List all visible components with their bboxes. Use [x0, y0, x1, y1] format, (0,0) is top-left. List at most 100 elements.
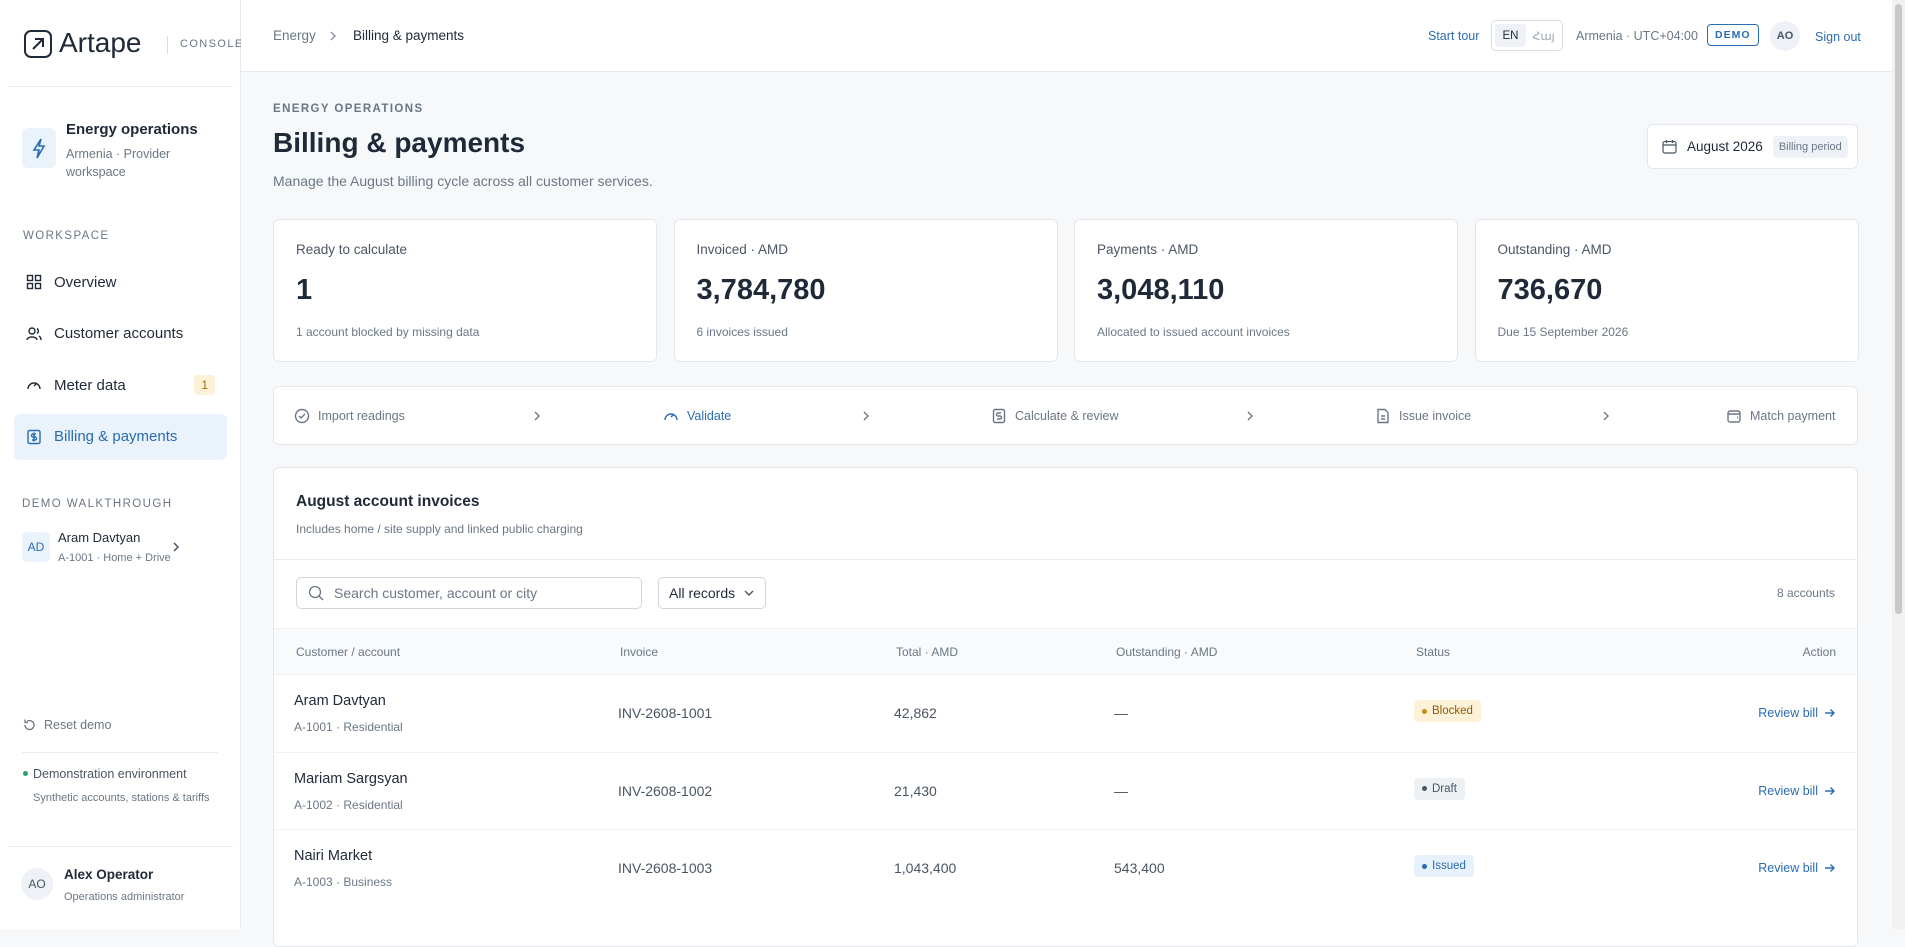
- column-header: Total · AMD: [896, 645, 959, 659]
- workflow-steps: Import readings Validate Calculate & revie…: [273, 386, 1858, 445]
- reset-icon: [24, 719, 35, 731]
- review-action[interactable]: Review bill: [1758, 861, 1836, 875]
- kpi-value: 3,048,110: [1097, 274, 1225, 306]
- nav-label: Overview: [54, 273, 117, 291]
- workflow-step[interactable]: Calculate & review: [991, 387, 1119, 444]
- scrollbar[interactable]: [1892, 0, 1905, 929]
- step-label: Issue invoice: [1399, 408, 1472, 423]
- divider: [8, 846, 233, 847]
- sign-out[interactable]: Sign out: [1815, 30, 1861, 44]
- period-label: August 2026: [1687, 139, 1763, 154]
- invoice-number: INV-2608-1001: [618, 705, 713, 721]
- invoice-total: 42,862: [894, 705, 937, 721]
- step-label: Match payment: [1750, 408, 1836, 423]
- customer-name: Mariam Sargsyan: [294, 770, 408, 787]
- status-label: Issued: [1432, 860, 1466, 872]
- chevron: [330, 31, 336, 41]
- divider: [8, 86, 233, 87]
- icon: [1377, 408, 1389, 423]
- table-row: Mariam Sargsyan A-1002 · Residential INV-2…: [274, 751, 1857, 829]
- workflow-step[interactable]: Issue invoice: [1375, 387, 1471, 444]
- filter-select[interactable]: All records: [658, 577, 767, 609]
- arrow-icon: [1824, 862, 1836, 874]
- icon: [664, 412, 678, 420]
- step-label: Import readings: [318, 408, 405, 423]
- page-subtitle: Manage the August billing cycle across a…: [273, 173, 653, 189]
- kpi-value: 3,784,780: [696, 274, 826, 306]
- logo-icon: [24, 30, 52, 58]
- chevron[interactable]: [170, 540, 182, 554]
- action-label: Review bill: [1758, 783, 1818, 798]
- table-row: Nairi Market A-1003 · Business INV-2608-10…: [274, 829, 1857, 906]
- step-label: Calculate & review: [1015, 408, 1119, 423]
- kpi-label: Invoiced · AMD: [696, 242, 789, 257]
- eyebrow: ENERGY OPERATIONS: [273, 103, 424, 115]
- kpi-value: 736,670: [1497, 274, 1603, 306]
- customer-account: A-1002 · Residential: [294, 797, 403, 812]
- workspace-title: Energy operations: [66, 121, 198, 138]
- step-label: Validate: [687, 408, 732, 423]
- icon: [26, 326, 42, 340]
- column-header: Outstanding · AMD: [1116, 645, 1218, 659]
- review-action[interactable]: Review bill: [1758, 784, 1836, 798]
- kpi-note: Allocated to issued account invoices: [1097, 325, 1290, 339]
- nav-item[interactable]: Overview: [14, 259, 227, 305]
- language[interactable]: EN: [1495, 24, 1526, 47]
- review-action[interactable]: Review bill: [1758, 706, 1836, 720]
- scroll-thumb[interactable]: [1895, 4, 1902, 614]
- kpi-note: Due 15 September 2026: [1497, 325, 1629, 339]
- kpi-note: 6 invoices issued: [696, 325, 788, 339]
- filter-label: All records: [669, 585, 736, 601]
- invoice-outstanding: —: [1114, 705, 1128, 721]
- user-name: Alex Operator: [64, 867, 154, 882]
- language[interactable]: Հայ: [1532, 30, 1555, 43]
- invoice-outstanding: —: [1114, 782, 1128, 799]
- status-pill: Blocked: [1414, 700, 1481, 722]
- workspace-icon: [22, 128, 56, 168]
- search-box[interactable]: Search customer, account or city: [296, 577, 642, 609]
- action-label: Review bill: [1758, 706, 1818, 720]
- workflow-step[interactable]: Import readings: [294, 387, 405, 444]
- workflow-step[interactable]: Validate: [663, 387, 731, 444]
- nav-item[interactable]: Customer accounts: [14, 311, 227, 357]
- status-label: Blocked: [1432, 705, 1473, 717]
- start-tour[interactable]: Start tour: [1428, 29, 1480, 43]
- workflow-step[interactable]: Match payment: [1726, 387, 1835, 444]
- customer-name: Aram Davtyan: [294, 693, 386, 709]
- record-count: 8 accounts: [1776, 586, 1835, 600]
- avatar: AO: [21, 868, 53, 900]
- table-header: Customer / account Invoice Total · AMD Outs…: [274, 628, 1857, 674]
- timezone: Armenia · UTC+04:00: [1576, 29, 1698, 43]
- step-chevron: [531, 409, 543, 423]
- customer-account: A-1001 · Residential: [294, 720, 403, 734]
- kpi-label: Ready to calculate: [296, 242, 408, 257]
- nav-item[interactable]: Meter data 1: [14, 362, 227, 408]
- search-icon: [308, 585, 324, 601]
- column-header: Status: [1416, 645, 1451, 659]
- nav-label: Billing & payments: [54, 428, 178, 445]
- invoice-total: 1,043,400: [894, 860, 957, 876]
- user-role: Operations administrator: [64, 891, 185, 903]
- demo-name[interactable]: Aram Davtyan: [58, 530, 141, 545]
- status-pill: Issued: [1414, 855, 1474, 877]
- env-detail: Synthetic accounts, stations & tariffs: [33, 792, 210, 804]
- action-label: Review bill: [1758, 861, 1818, 875]
- sidebar: Artape CONSOLE Energy operations Armenia…: [0, 0, 242, 929]
- nav-item[interactable]: Billing & payments: [14, 413, 227, 460]
- breadcrumb[interactable]: Energy: [273, 28, 316, 43]
- divider: [167, 36, 168, 54]
- avatar: AO: [1770, 21, 1800, 51]
- reset-demo[interactable]: Reset demo: [44, 718, 112, 732]
- card-subtitle: Includes home / site supply and linked p…: [296, 522, 583, 536]
- invoice-outstanding: 543,400: [1114, 860, 1165, 876]
- period-picker[interactable]: August 2026 Billing period: [1647, 124, 1858, 169]
- icon: [294, 408, 310, 423]
- kpi-card: Invoiced · AMD 3,784,780 6 invoices issued: [673, 219, 1058, 362]
- status-dot: [23, 771, 28, 776]
- kpi-label: Payments · AMD: [1097, 242, 1199, 257]
- status-label: Draft: [1432, 782, 1457, 795]
- kpi-card: Outstanding · AMD 736,670 Due 15 September…: [1474, 219, 1859, 362]
- step-chevron: [860, 409, 872, 423]
- header: Energy Billing & payments Start tour EN …: [241, 0, 1892, 72]
- arrow-icon: [1824, 785, 1836, 797]
